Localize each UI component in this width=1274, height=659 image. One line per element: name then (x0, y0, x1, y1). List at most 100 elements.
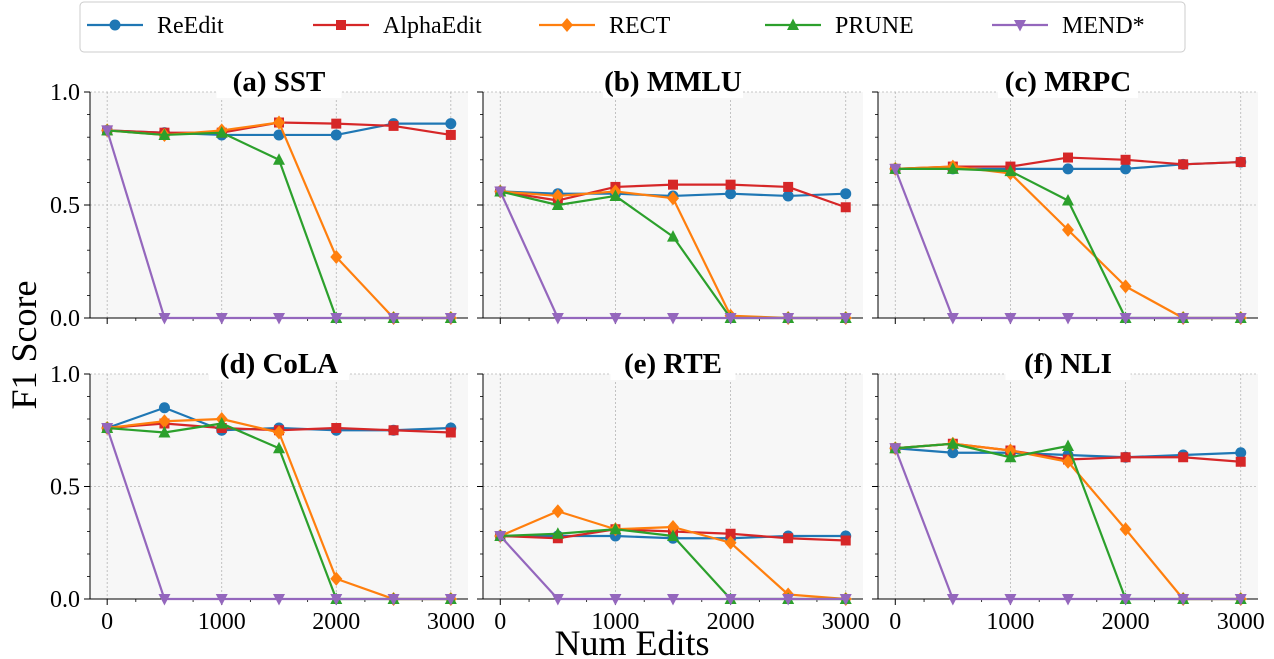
series-mend (101, 423, 457, 606)
legend-frame (79, 1, 1186, 53)
data-point (609, 594, 622, 606)
data-point (1119, 594, 1132, 606)
data-point (158, 594, 171, 606)
data-point (667, 529, 679, 541)
data-point (158, 426, 171, 438)
legend-marker (336, 20, 346, 30)
data-point (551, 313, 564, 325)
data-point (1004, 443, 1017, 458)
legend-item-prune: PRUNE (765, 13, 914, 39)
legend-item-alphaedit: AlphaEdit (313, 13, 482, 39)
data-point (667, 313, 679, 325)
panel-b-mmlu: (b) MMLU (477, 64, 863, 325)
series-mend (889, 163, 1247, 325)
x-tick-label: 3000 (427, 609, 475, 635)
data-point (946, 437, 959, 449)
data-point (609, 522, 622, 535)
data-point (946, 594, 959, 606)
data-point (387, 594, 400, 606)
x-tick-label: 2000 (1102, 609, 1150, 635)
data-point (725, 528, 736, 539)
data-point (667, 520, 679, 534)
panel-title: (b) MMLU (604, 66, 742, 98)
y-tick-label: 0.0 (50, 306, 80, 332)
legend-marker (109, 19, 121, 31)
data-point (158, 402, 170, 414)
data-point (551, 594, 564, 606)
data-point (1235, 456, 1246, 467)
x-tick-label: 0 (889, 609, 901, 635)
data-point (387, 313, 400, 325)
data-point (330, 313, 343, 325)
data-point (273, 115, 285, 130)
data-point (1062, 594, 1074, 606)
data-point (215, 126, 228, 138)
y-tick-label: 1.0 (50, 80, 80, 106)
data-point (1120, 452, 1131, 463)
data-point (444, 313, 457, 325)
legend-item-rect: RECT (539, 13, 671, 39)
data-point (445, 118, 457, 130)
data-point (330, 594, 343, 606)
x-tick-label: 0 (494, 609, 506, 635)
data-point (1004, 594, 1017, 606)
x-tick-label: 1000 (986, 609, 1034, 635)
data-point (551, 527, 564, 539)
data-point (609, 189, 622, 201)
data-point (388, 120, 399, 131)
data-point (1062, 454, 1074, 469)
data-point (444, 594, 457, 606)
panel-f-nli: 0 1000 2000 3000 (f) NLI (872, 346, 1265, 635)
data-point (1120, 163, 1132, 175)
data-point (667, 191, 679, 206)
data-point (889, 163, 902, 176)
data-point (215, 594, 228, 606)
data-point (840, 188, 852, 200)
data-point (1062, 163, 1074, 175)
data-point (1062, 222, 1074, 237)
data-point (551, 188, 564, 203)
data-point (1004, 450, 1017, 463)
data-point (388, 425, 399, 436)
data-point (947, 447, 959, 459)
panel-title: (f) NLI (1024, 348, 1112, 380)
data-point (724, 535, 737, 550)
data-point (782, 594, 795, 606)
data-point (1177, 594, 1190, 606)
data-point (551, 504, 564, 519)
legend-label: AlphaEdit (383, 13, 482, 39)
legend: ReEdit AlphaEdit RECT PRUNE MEND* (79, 1, 1186, 53)
data-point (609, 313, 622, 325)
data-point (215, 313, 228, 325)
data-point (668, 179, 678, 190)
legend-item-reedit: ReEdit (87, 13, 224, 39)
legend-marker (787, 18, 799, 30)
legend-label: PRUNE (835, 13, 914, 39)
data-point (445, 427, 456, 438)
data-point (330, 129, 342, 141)
data-point (889, 443, 902, 455)
data-point (1235, 447, 1247, 459)
data-point (1234, 313, 1247, 325)
data-point (1119, 313, 1132, 325)
data-point (839, 313, 852, 325)
data-point (1177, 313, 1190, 325)
series-mend (494, 186, 852, 325)
data-point (783, 181, 794, 192)
x-tick-label: 3000 (1217, 609, 1265, 635)
x-tick-label: 3000 (822, 609, 870, 635)
panel-c-mrpc: (c) MRPC (872, 64, 1258, 325)
data-point (158, 414, 171, 429)
y-tick-label: 0.0 (50, 587, 80, 613)
y-axis-label: F1 Score (4, 281, 44, 410)
panels: 0.0 0.5 1.0 (a) SST (b) MMLU (c) MRPC 0 1000 200… (50, 64, 1265, 635)
data-point (724, 313, 737, 325)
data-point (782, 190, 794, 202)
data-point (1119, 279, 1132, 294)
legend-marker (1014, 20, 1026, 32)
series-mend (889, 443, 1247, 606)
data-point (158, 128, 171, 140)
data-point (946, 313, 959, 325)
legend-label: MEND* (1062, 13, 1145, 39)
data-point (494, 186, 507, 198)
